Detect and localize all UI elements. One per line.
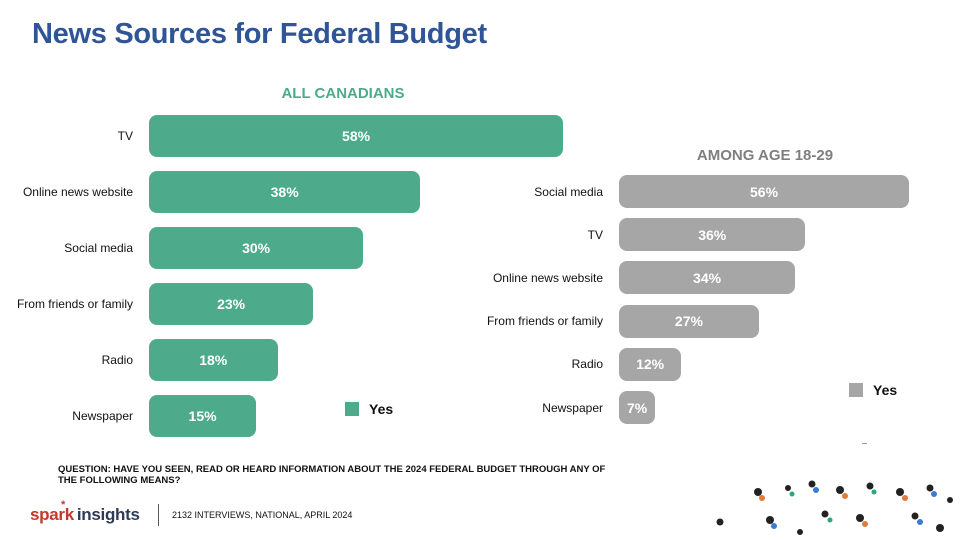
bar-all-canadians: 58%	[149, 115, 564, 157]
star-icon: *	[61, 499, 65, 511]
bar-value-label: 7%	[627, 399, 648, 416]
category-label-all-canadians: TV	[117, 129, 133, 143]
bar-value-label: 27%	[674, 313, 703, 330]
bar-value-label: 12%	[636, 356, 665, 373]
legend-label-yes: Yes	[369, 401, 394, 417]
category-label-all-canadians: Radio	[101, 353, 133, 367]
footnote: 2132 INTERVIEWS, NATIONAL, APRIL 2024	[172, 510, 353, 520]
bar-age-18-29: 56%	[619, 175, 910, 208]
bar-all-canadians: 30%	[149, 227, 364, 269]
bar-value-label: 58%	[342, 128, 371, 144]
legend-swatch-yes	[345, 402, 359, 416]
crowd-illustration	[716, 480, 953, 535]
footer-divider	[158, 504, 159, 526]
bar-age-18-29: 34%	[619, 261, 796, 295]
bar-age-18-29: 27%	[619, 304, 759, 338]
category-label-age-18-29: Social media	[534, 184, 603, 199]
bar-value-label: 23%	[217, 296, 246, 312]
bar-value-label: 30%	[242, 240, 271, 256]
category-label-age-18-29: TV	[587, 227, 603, 242]
legend-all-canadians: Yes	[345, 401, 393, 417]
bar-value-label: 18%	[199, 352, 228, 368]
chart-title-all-canadians: ALL CANADIANS	[281, 85, 405, 102]
chart-title-age-18-29: AMONG AGE 18-29	[696, 147, 834, 164]
category-label-age-18-29: From friends or family	[486, 314, 603, 329]
survey-question: QUESTION: HAVE YOU SEEN, READ OR HEARD I…	[58, 464, 606, 486]
category-label-all-canadians: From friends or family	[16, 297, 133, 311]
bar-value-label: 38%	[270, 184, 299, 200]
bar-all-canadians: 18%	[149, 339, 278, 381]
category-label-all-canadians: Newspaper	[72, 409, 133, 423]
category-label-age-18-29: Radio	[571, 357, 603, 372]
bar-age-18-29: 7%	[619, 391, 656, 424]
bar-value-label: 36%	[698, 226, 727, 243]
bar-all-canadians: 15%	[149, 395, 257, 437]
bar-value-label: 56%	[750, 183, 779, 200]
category-label-all-canadians: Online news website	[22, 185, 133, 199]
bar-value-label: 34%	[693, 269, 722, 286]
bar-all-canadians: 38%	[149, 171, 421, 213]
category-label-all-canadians: Social media	[64, 241, 133, 255]
bar-age-18-29: 12%	[619, 347, 682, 381]
legend-label-yes: Yes	[873, 382, 898, 398]
legend-swatch-yes	[849, 383, 863, 397]
category-label-age-18-29: Online news website	[492, 270, 603, 285]
divider-mark	[862, 443, 867, 444]
bar-value-label: 15%	[188, 408, 217, 424]
page-title: News Sources for Federal Budget	[32, 18, 487, 50]
bar-all-canadians: 23%	[149, 283, 314, 325]
legend-age-18-29: Yes	[849, 382, 897, 398]
bar-age-18-29: 36%	[619, 218, 806, 252]
category-label-age-18-29: Newspaper	[542, 400, 603, 415]
spark-insights-logo: spark * insights	[30, 499, 140, 524]
